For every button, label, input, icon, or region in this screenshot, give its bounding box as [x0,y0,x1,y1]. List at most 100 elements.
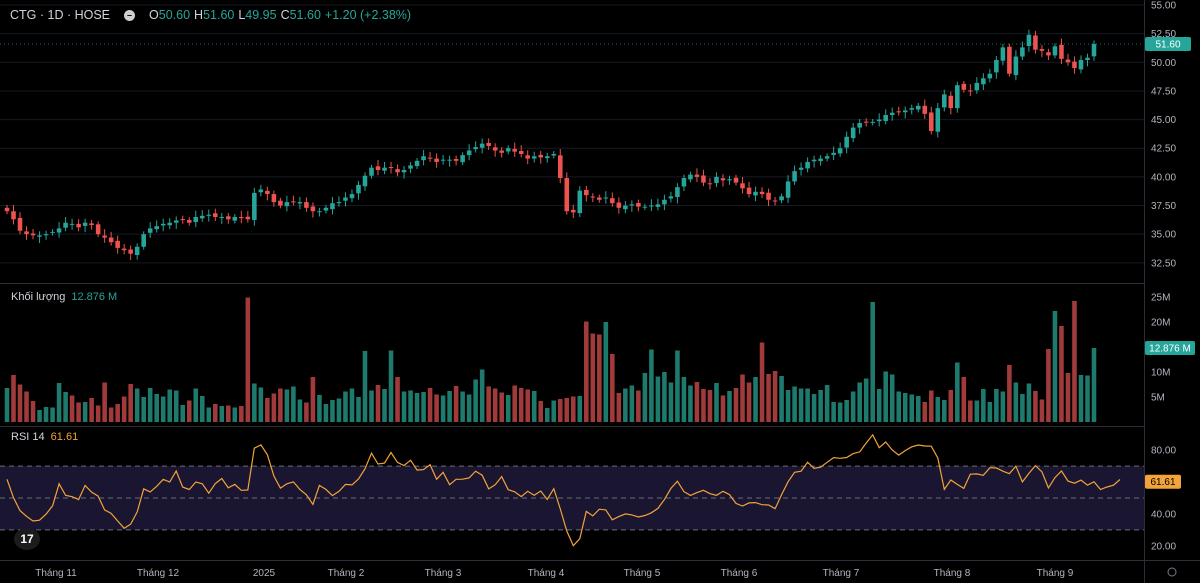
candle-body [427,157,433,159]
candle-body [134,246,140,256]
candle-body [479,143,485,148]
candle-body [271,194,277,203]
candle-body [382,167,387,171]
volume-bar [844,400,849,422]
candle-body [291,201,296,203]
candle-body [909,108,915,110]
volume-bar [128,384,133,422]
candle-body [30,233,36,236]
volume-legend[interactable]: Khối lượng 12.876 M [11,291,117,303]
candle-body [252,192,257,220]
volume-bar [43,407,49,422]
candle-body [141,234,146,247]
volume-last-badge [1145,341,1195,355]
volume-bar [362,351,368,422]
candle-body [961,83,967,90]
candle-body [1026,34,1032,47]
price-tick-label: 35.00 [1151,230,1176,241]
volume-bar [4,388,10,422]
candle-body [850,127,856,139]
price-axis[interactable]: 32.50 35.00 37.50 40.00 42.50 45.00 47.50 50.00… [1145,1,1195,553]
candle-body [193,216,199,223]
volume-bar [453,386,459,422]
tradingview-logo-icon[interactable]: 17 [14,528,40,550]
volume-bar [584,321,589,422]
candle-body [160,223,166,226]
candle-body [362,175,368,187]
candle-body [154,226,159,230]
time-axis[interactable]: Tháng 11 Tháng 12 2025 Tháng 2 Tháng 3 Tháng … [35,567,1177,579]
candle-body [694,174,700,177]
candle-body [102,235,107,238]
candle-body [499,150,504,153]
candle-body [551,153,557,156]
candle-body [108,237,114,243]
candle-body [616,202,622,208]
volume-bar [889,374,895,422]
volume-bar [95,405,101,422]
volume-bar [564,398,570,422]
volume-bar [896,391,902,422]
close-label: C [280,8,290,22]
volume-bar [610,354,615,422]
volume-bar [557,399,563,422]
candle-body [538,154,544,158]
candle-body [1072,61,1077,69]
candle-body [453,159,459,161]
grid-lines [0,4,1144,264]
candle-body [636,203,641,207]
candle-body [486,142,491,146]
volume-bar [219,406,225,422]
volume-bar [252,383,257,422]
candle-body [935,108,941,132]
candle-body [115,240,120,248]
volume-bar [597,334,602,422]
candle-body [512,148,517,152]
candle-body [518,150,524,154]
candle-body [531,156,537,159]
rsi-legend[interactable]: RSI 14 61.61 [11,431,78,443]
candle-body [1046,52,1051,56]
volume-bar [994,389,999,422]
price-tick-label: 40.00 [1151,172,1176,183]
volume-tick-label: 5M [1151,393,1165,404]
volume-bar [421,392,426,422]
candle-body [642,206,648,208]
volume-bar [805,388,810,422]
candle-body [727,179,732,181]
candle-body [811,159,817,162]
candle-body [343,197,348,201]
candle-body [336,202,342,204]
volume-bar [544,408,550,422]
volume-bar [603,322,609,422]
volume-bar [258,387,264,422]
volume-bar [811,394,817,422]
candle-body [1052,46,1058,56]
price-tick-label: 37.50 [1151,201,1176,212]
volume-bar [1072,301,1077,422]
candle-body [603,197,609,199]
candle-body [577,190,583,214]
candle-body [772,200,778,202]
volume-bar [369,390,374,422]
candle-body [688,174,693,180]
rsi-series [6,433,1121,547]
candle-body [968,90,973,92]
volume-bar [831,402,836,422]
volume-bar [193,388,199,422]
candle-body [239,216,244,219]
symbol-title[interactable]: CTG · 1D · HOSE [10,8,111,22]
candle-body [460,155,465,163]
volume-bar [1085,375,1090,422]
volume-bar [160,396,166,422]
volume-bar [727,391,732,422]
collapse-button[interactable]: – [124,9,136,21]
volume-bar [69,395,75,422]
volume-bar [265,398,270,422]
candle-body [95,224,101,235]
volume-bar [746,382,752,422]
candle-body [857,123,862,128]
volume-bar [766,374,771,422]
candle-body [401,170,407,173]
